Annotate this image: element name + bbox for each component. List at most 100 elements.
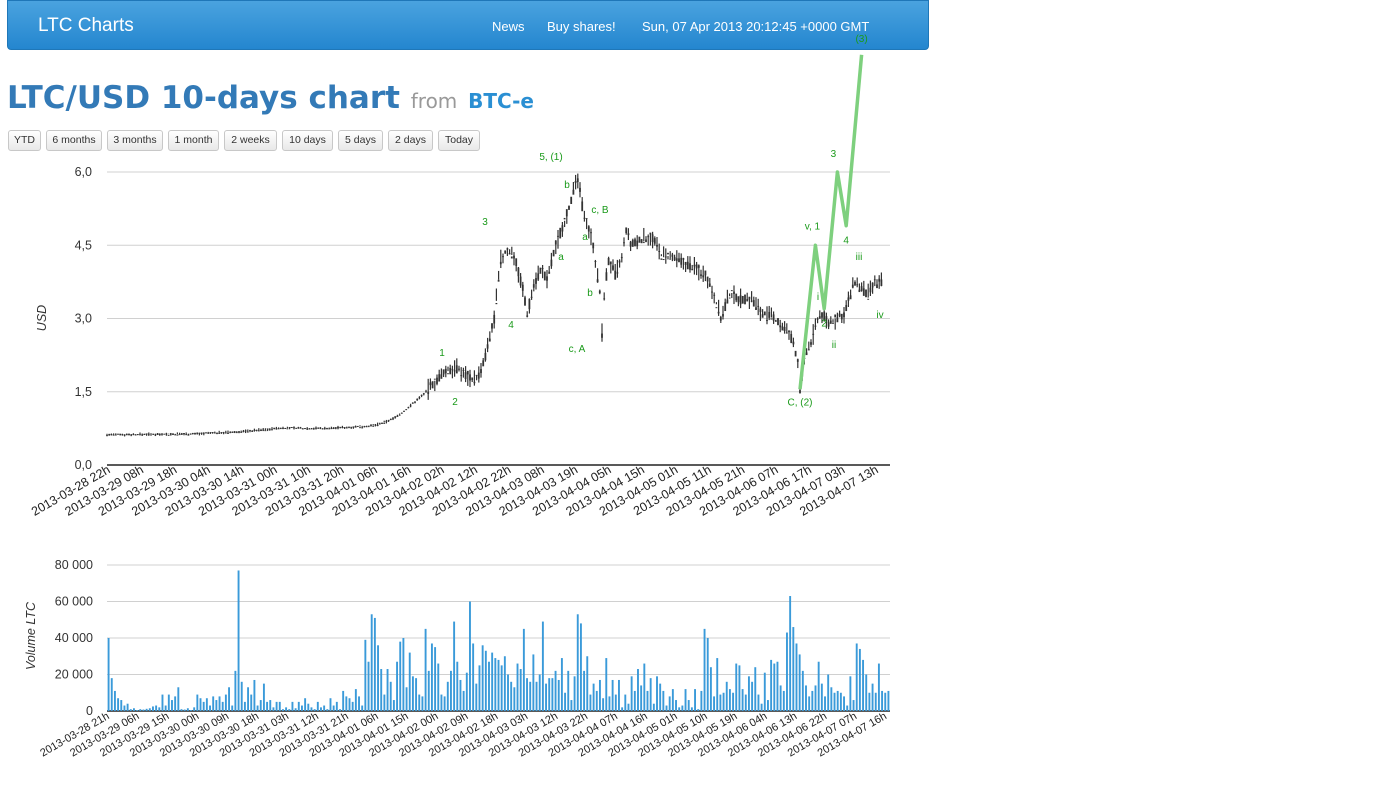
range-button-3-months[interactable]: 3 months xyxy=(107,130,163,151)
volume-bar xyxy=(297,701,300,711)
candle-body xyxy=(838,313,841,317)
volume-bar xyxy=(716,658,719,711)
candle-body xyxy=(601,333,603,338)
candle-body xyxy=(119,433,122,436)
candle-body xyxy=(306,428,309,430)
candle-body xyxy=(671,254,674,257)
volume-bar xyxy=(824,696,826,711)
volume-bar xyxy=(174,696,177,711)
candle-body xyxy=(176,434,179,436)
volume-bar xyxy=(564,692,567,711)
candle-body xyxy=(332,427,335,429)
volume-bar xyxy=(443,696,446,711)
candle-body xyxy=(367,425,370,427)
volume-bar xyxy=(411,676,414,711)
candle-body xyxy=(532,284,535,288)
candle-body xyxy=(414,402,416,404)
range-button-10-days[interactable]: 10 days xyxy=(282,130,333,151)
candle-body xyxy=(455,365,458,374)
volume-bar xyxy=(789,596,792,711)
candle-body xyxy=(442,369,445,375)
volume-bar xyxy=(513,687,516,711)
candle-body xyxy=(411,402,414,404)
volume-bar xyxy=(526,678,528,711)
volume-bar xyxy=(415,678,418,711)
candle-body xyxy=(728,297,731,299)
elliott-wave-label: (3) xyxy=(855,34,867,45)
candle-body xyxy=(867,298,870,300)
volume-bar xyxy=(196,694,199,711)
candle-body xyxy=(290,427,293,429)
candle-body xyxy=(818,316,821,319)
candle-body xyxy=(381,422,383,424)
range-button-6-months[interactable]: 6 months xyxy=(46,130,102,151)
volume-bar xyxy=(221,701,224,711)
volume-bar xyxy=(472,643,475,711)
volume-bar xyxy=(779,685,782,711)
candle-body xyxy=(880,279,883,286)
candle-body xyxy=(150,434,152,436)
brand-logo[interactable]: LTC Charts xyxy=(38,15,134,36)
price-y-tick: 0,0 xyxy=(75,458,92,472)
volume-bar xyxy=(678,707,681,711)
volume-bar xyxy=(383,694,386,711)
volume-bar xyxy=(510,681,513,711)
volume-bar xyxy=(786,632,788,711)
candle-body xyxy=(658,250,661,252)
volume-bar xyxy=(507,674,509,711)
wave-annotation: 2 xyxy=(452,397,458,408)
volume-bar xyxy=(611,679,614,711)
candle-body xyxy=(229,432,232,434)
volume-bar xyxy=(469,601,471,711)
candle-body xyxy=(733,291,735,294)
volume-bar xyxy=(535,681,538,711)
volume-bar xyxy=(269,700,272,711)
range-button-2-days[interactable]: 2 days xyxy=(388,130,433,151)
nav-news-link[interactable]: News xyxy=(492,19,525,34)
volume-bar xyxy=(491,652,494,711)
range-button-5-days[interactable]: 5 days xyxy=(338,130,383,151)
candle-body xyxy=(418,397,421,399)
volume-bar xyxy=(621,707,624,711)
candle-body xyxy=(537,273,540,280)
source-exchange-link[interactable]: BTC-e xyxy=(468,89,534,113)
candle-body xyxy=(319,427,322,429)
volume-bar xyxy=(820,683,823,711)
volume-bar xyxy=(215,700,218,711)
candle-body xyxy=(680,257,683,265)
range-button-today[interactable]: Today xyxy=(438,130,480,151)
range-button-1-month[interactable]: 1 month xyxy=(168,130,219,151)
wave-annotation: b xyxy=(564,180,570,191)
candle-body xyxy=(141,434,144,436)
nav-buy-shares-link[interactable]: Buy shares! xyxy=(547,19,616,34)
volume-bar xyxy=(522,628,525,711)
candle-body xyxy=(726,299,729,304)
volume-bar xyxy=(402,638,405,711)
volume-bar xyxy=(551,678,554,711)
volume-bar xyxy=(887,690,890,711)
volume-bar xyxy=(218,696,221,711)
candle-body xyxy=(849,295,852,300)
candle-body xyxy=(396,415,399,417)
volume-bar xyxy=(326,709,329,711)
candle-body xyxy=(834,314,837,318)
volume-bar xyxy=(722,692,725,711)
wave-annotation: a xyxy=(582,232,588,243)
range-button-2-weeks[interactable]: 2 weeks xyxy=(224,130,277,151)
volume-bar xyxy=(795,643,798,711)
candle-body xyxy=(475,374,478,376)
volume-bar xyxy=(602,698,605,711)
volume-bar xyxy=(373,617,376,711)
candle-body xyxy=(295,427,298,429)
candle-body xyxy=(616,272,619,274)
volume-bar xyxy=(595,690,598,711)
wave-annotation: 5, (1) xyxy=(539,152,562,163)
candle-body xyxy=(495,303,498,305)
volume-bar xyxy=(380,669,383,711)
candle-body xyxy=(286,428,289,430)
volume-bar xyxy=(656,676,658,711)
candle-body xyxy=(323,427,326,429)
candle-body xyxy=(528,298,531,310)
range-button-ytd[interactable]: YTD xyxy=(8,130,41,151)
wave-annotation: 3 xyxy=(482,217,488,228)
